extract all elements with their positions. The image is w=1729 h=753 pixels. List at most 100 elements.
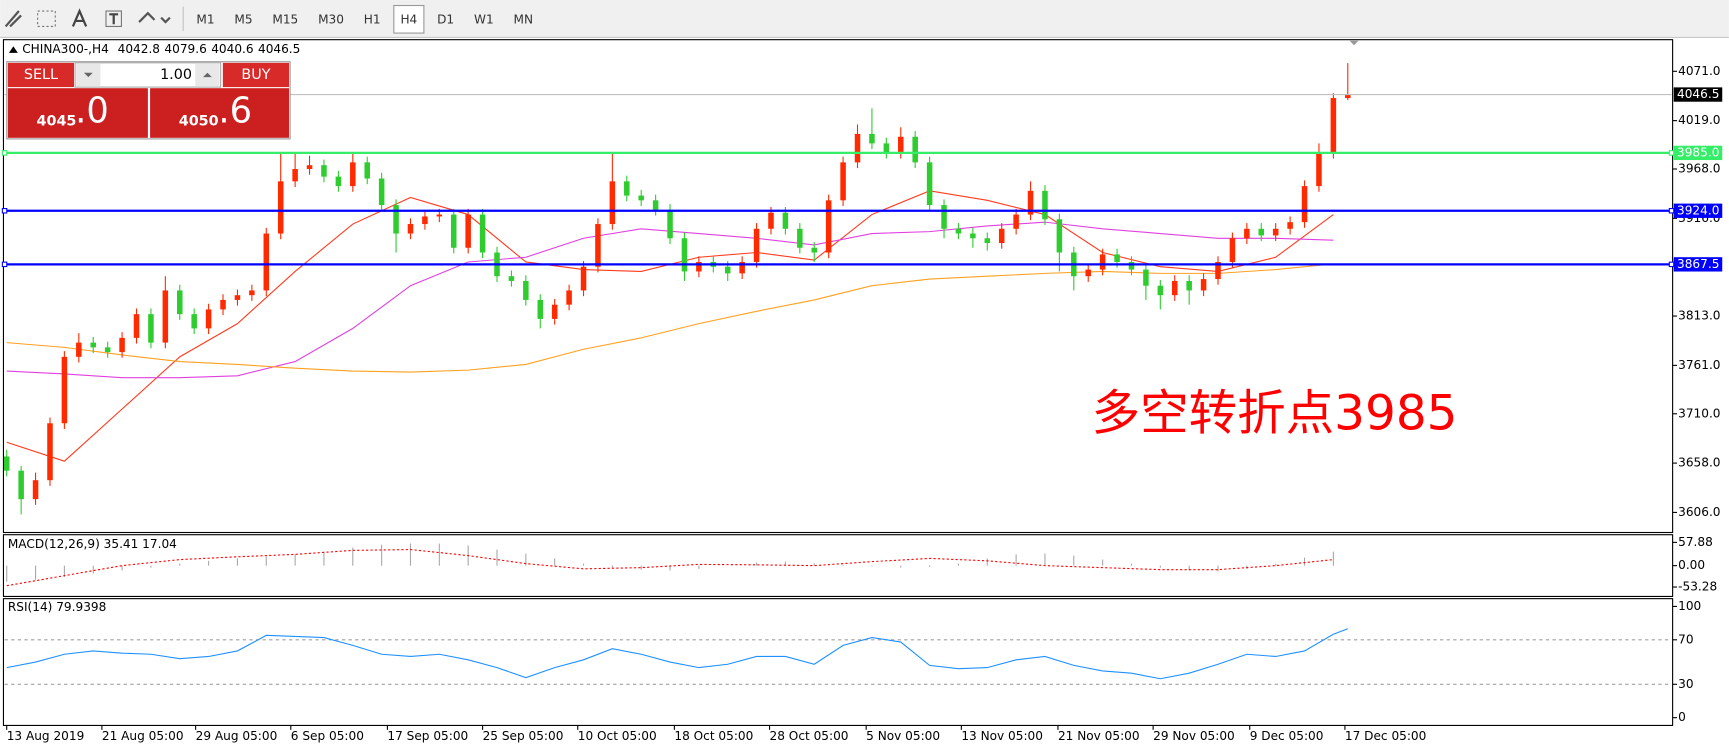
x-tick-label: 18 Oct 05:00 [674, 729, 753, 743]
timeframe-button[interactable]: D1 [437, 12, 454, 26]
ask-box[interactable] [150, 88, 290, 138]
timeframe-button[interactable]: MN [514, 12, 534, 26]
level-handle[interactable] [1, 261, 8, 268]
level-handle[interactable] [1, 150, 8, 156]
candle-body [335, 176, 342, 187]
candle-body [753, 228, 760, 262]
x-tick-label: 9 Dec 05:00 [1250, 729, 1324, 743]
candle-body [1042, 190, 1048, 220]
tool-icon[interactable] [37, 10, 56, 28]
bid-box[interactable] [7, 88, 148, 138]
candle-body [350, 162, 356, 187]
candle-body [595, 224, 601, 267]
candle-body [1272, 228, 1279, 236]
one-click-trading: SELL 1.00 BUY 4045 .0 4050 .6 [6, 61, 291, 140]
lot-value[interactable]: 1.00 [160, 67, 192, 83]
candle-body [378, 178, 385, 206]
tool-icon[interactable] [109, 13, 119, 25]
candle-body [162, 290, 169, 343]
y-tick-label: 3658.0 [1678, 456, 1720, 470]
candle-body [306, 165, 313, 170]
candle-body [1330, 98, 1337, 153]
ohlc-value: 4079.6 [164, 42, 206, 56]
y-tick-label: 30 [1678, 677, 1693, 691]
candle-body [1157, 285, 1164, 296]
candle-body [104, 347, 111, 353]
candle-body [840, 162, 846, 201]
level-handle[interactable] [1, 207, 8, 214]
bid-pips: .0 [75, 90, 109, 131]
moving-average [6, 263, 1334, 373]
level-handle[interactable] [1668, 207, 1675, 214]
timeframe-button[interactable]: M1 [196, 12, 214, 26]
candle-body [292, 169, 298, 182]
candle-body [1171, 280, 1178, 296]
candle-body [1316, 152, 1322, 187]
level-handle[interactable] [1668, 150, 1675, 156]
price-label-bg [1673, 145, 1723, 161]
candle-body [479, 214, 486, 253]
annotation: 多空转折点3985 [1092, 386, 1458, 442]
tool-icon[interactable] [71, 8, 88, 27]
x-tick-label: 29 Aug 05:00 [196, 729, 278, 743]
x-tick-label: 21 Nov 05:00 [1058, 729, 1140, 743]
timeframe-button[interactable]: H4 [400, 12, 417, 26]
candle-body [148, 314, 154, 343]
timeframe-button[interactable]: M5 [234, 12, 252, 26]
candle-body [393, 205, 399, 234]
candle-body [220, 299, 226, 310]
x-tick-label: 5 Nov 05:00 [866, 729, 940, 743]
candle-body [1287, 222, 1293, 229]
candle-body [1345, 94, 1351, 99]
y-tick-label: 3968.0 [1678, 162, 1720, 176]
y-tick-label: -53.28 [1678, 580, 1717, 594]
macd-pane [2, 534, 1674, 597]
timeframe-button[interactable]: W1 [474, 12, 494, 26]
y-tick-label: 3606.0 [1678, 505, 1720, 519]
candle-body [1186, 280, 1192, 291]
candle-body [1085, 269, 1091, 277]
candle-body [970, 233, 976, 239]
candle-body [422, 216, 428, 225]
candle-body [32, 480, 39, 500]
price-label: 3985.0 [1677, 145, 1719, 159]
x-tick-label: 6 Sep 05:00 [291, 729, 364, 743]
sell-label[interactable]: SELL [24, 67, 58, 83]
sell-button[interactable] [7, 62, 75, 88]
collapse-icon[interactable] [8, 46, 18, 53]
candle-body [667, 209, 673, 239]
candle-body [854, 133, 861, 163]
level-handle[interactable] [1668, 261, 1675, 268]
candle-body [624, 181, 630, 196]
candle-body [465, 214, 471, 248]
candle-body [450, 214, 457, 248]
candle-body [249, 290, 255, 296]
candle-body [436, 214, 443, 217]
tool-icon[interactable] [138, 11, 171, 24]
buy-button[interactable] [222, 62, 290, 88]
candle-body [523, 280, 529, 300]
tool-icon[interactable] [4, 10, 22, 28]
timeframe-button[interactable]: H1 [364, 12, 381, 26]
y-tick-label: 0 [1678, 710, 1686, 724]
timeframe-button[interactable]: M30 [318, 12, 344, 26]
ask-price: 4050 [179, 113, 219, 129]
rsi-line [6, 628, 1348, 680]
candle-body [47, 423, 53, 481]
candle-body [234, 295, 241, 300]
x-tick-label: 17 Sep 05:00 [387, 729, 468, 743]
price-label-bg [1673, 257, 1723, 272]
macd-signal [6, 549, 1334, 587]
tool-icon[interactable] [105, 10, 122, 28]
x-tick-label: 13 Nov 05:00 [961, 729, 1043, 743]
timeframe-button[interactable]: M15 [272, 12, 298, 26]
candle-body [739, 261, 745, 274]
buy-label[interactable]: BUY [241, 67, 270, 83]
candle-body [3, 456, 10, 471]
x-tick-label: 28 Oct 05:00 [770, 729, 849, 743]
candle-body [768, 212, 774, 229]
candle-body [782, 212, 789, 229]
candle-body [133, 314, 140, 338]
price-label: 4046.5 [1677, 87, 1719, 101]
